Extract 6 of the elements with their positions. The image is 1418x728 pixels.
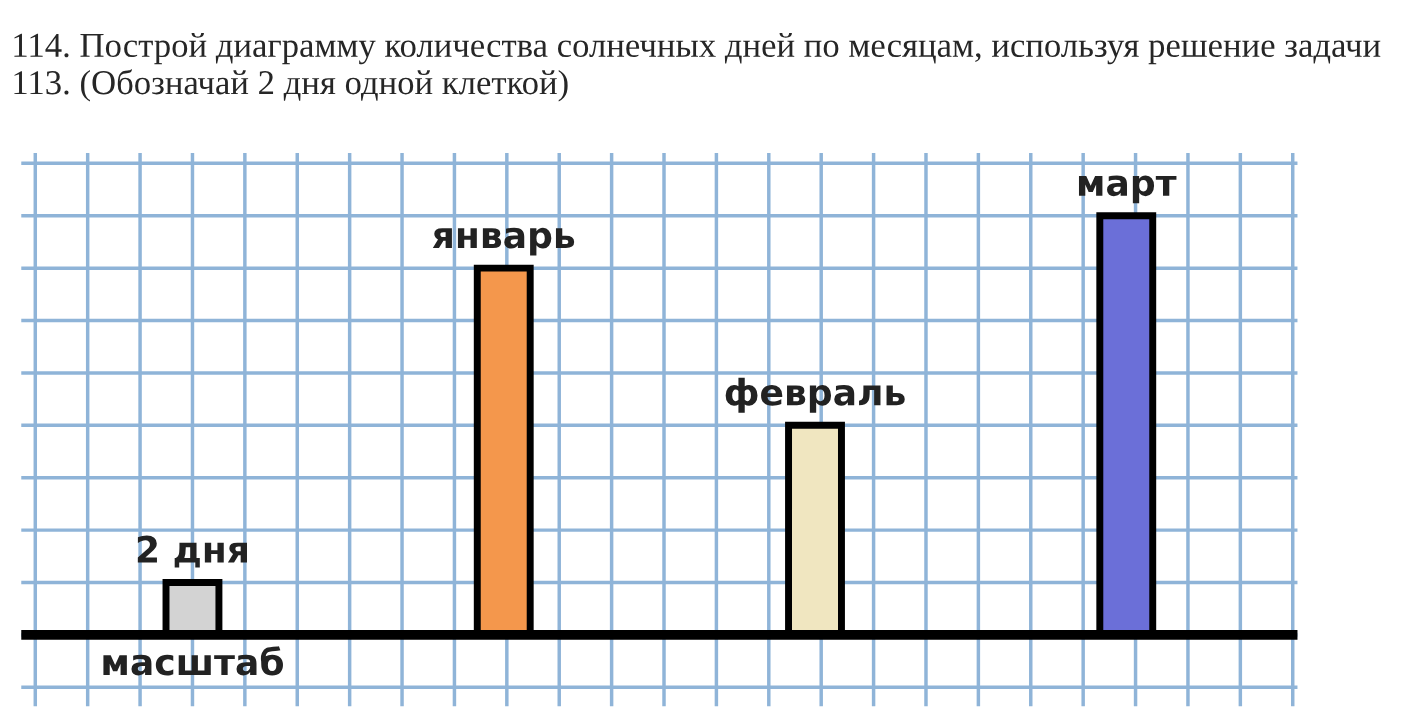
x-tick-label: март xyxy=(1078,175,1177,204)
x-tick-label: январь xyxy=(432,227,575,256)
chart-title: 114. Построй диаграмму количества солнечных дней по месяцам, используя решение задачи 113. (Обозначай 2 дня одной клеткой) xyxy=(14,32,1381,102)
x-tick-label: февраль xyxy=(725,377,905,413)
annotation: 2 дня xyxy=(137,535,247,568)
x-tick-label: масштаб xyxy=(103,646,283,676)
